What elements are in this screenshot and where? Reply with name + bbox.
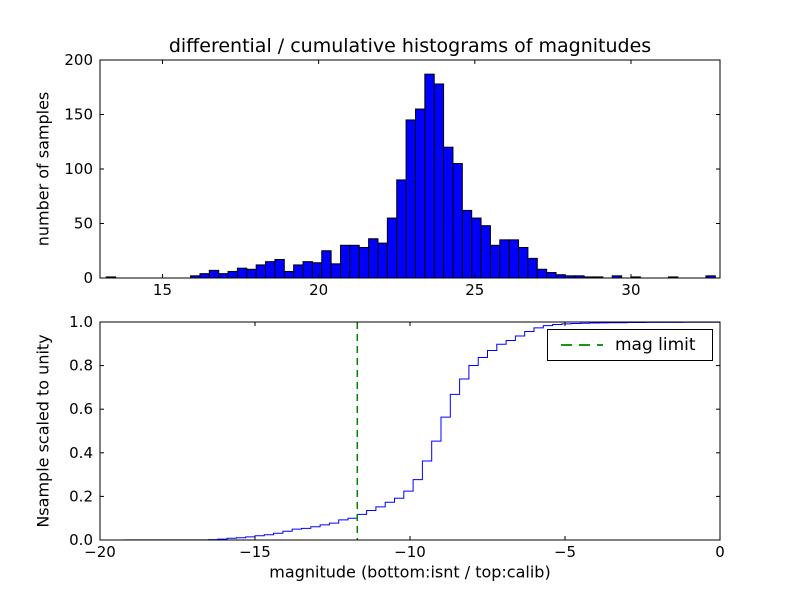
xlabel: magnitude (bottom:isnt / top:calib) [269,562,551,582]
y-tick-label: 0.4 [69,444,93,462]
histogram-bar [236,267,248,279]
histogram-bar [396,179,407,279]
y-tick-label: 0 [83,269,93,287]
y-tick-label: 200 [64,51,93,69]
histogram-bar [471,217,482,279]
histogram-bar [461,209,473,279]
histogram-bar [377,242,388,279]
histogram-bar [227,270,238,279]
histogram-bar [452,163,463,279]
histogram-bar [311,262,323,279]
y-tick-label: 1.0 [69,313,93,331]
x-tick-label: −20 [84,543,116,561]
histogram-bar [489,244,501,279]
x-tick-label: −5 [554,543,576,561]
histogram-bar [199,273,210,279]
histogram-bar [274,258,285,279]
x-tick-label: 15 [153,281,172,299]
x-tick-label: 30 [621,281,640,299]
histogram-bar [414,108,426,279]
histogram-bar [321,250,332,279]
y-tick-label: 0.6 [69,400,93,418]
histogram-bar [255,264,267,279]
y-tick-label: 50 [74,215,93,233]
histogram-bar [527,257,538,279]
histogram-bar [386,217,398,279]
x-tick-label: 0 [715,543,725,561]
histogram-bar [283,270,295,279]
top-ylabel: number of samples [33,91,53,247]
bottom-ylabel: Nsample scaled to unity [33,334,53,528]
histogram-bar [508,239,520,279]
histogram-bar [340,244,351,279]
y-tick-label: 0.2 [69,487,93,505]
legend-mag-limit: mag limit [547,329,713,361]
histogram-bars [105,73,716,279]
histogram-bar [330,263,342,279]
x-tick-label: 20 [309,281,328,299]
histogram-bar [265,261,276,279]
histogram-bar [302,261,313,279]
histogram-bar [208,269,220,279]
histogram-bar [433,83,445,279]
x-tick-label: −10 [394,543,426,561]
cumulative-curve [124,321,721,541]
bottom-axes: −20 −15 −10 −5 0 0.0 0.2 0.4 0.6 0.8 1.0 [69,313,725,561]
dashed-line-icon [561,344,603,346]
chart-title: differential / cumulative histograms of … [168,35,652,57]
histogram-bar [443,146,454,279]
histogram-bar [499,239,510,279]
histogram-bar [368,238,379,279]
top-axes: 15 20 25 30 0 50 100 150 200 [64,51,721,299]
y-tick-label: 150 [64,106,93,124]
histogram-bar [358,246,370,279]
histogram-bar [293,264,304,279]
histogram-bar [218,273,229,279]
x-tick-label: −15 [239,543,271,561]
histogram-bar [546,272,557,279]
y-tick-label: 0.8 [69,357,93,375]
x-tick-label: 25 [465,281,484,299]
histogram-bar [480,225,491,279]
legend-label: mag limit [615,335,696,355]
y-tick-label: 0.0 [69,531,93,549]
histogram-bar [349,244,360,279]
histogram-bar [424,73,435,279]
y-tick-label: 100 [64,160,93,178]
histogram-bar [518,246,529,279]
histogram-bar [536,268,548,279]
histogram-bar [246,268,257,279]
histogram-bar [405,119,416,279]
